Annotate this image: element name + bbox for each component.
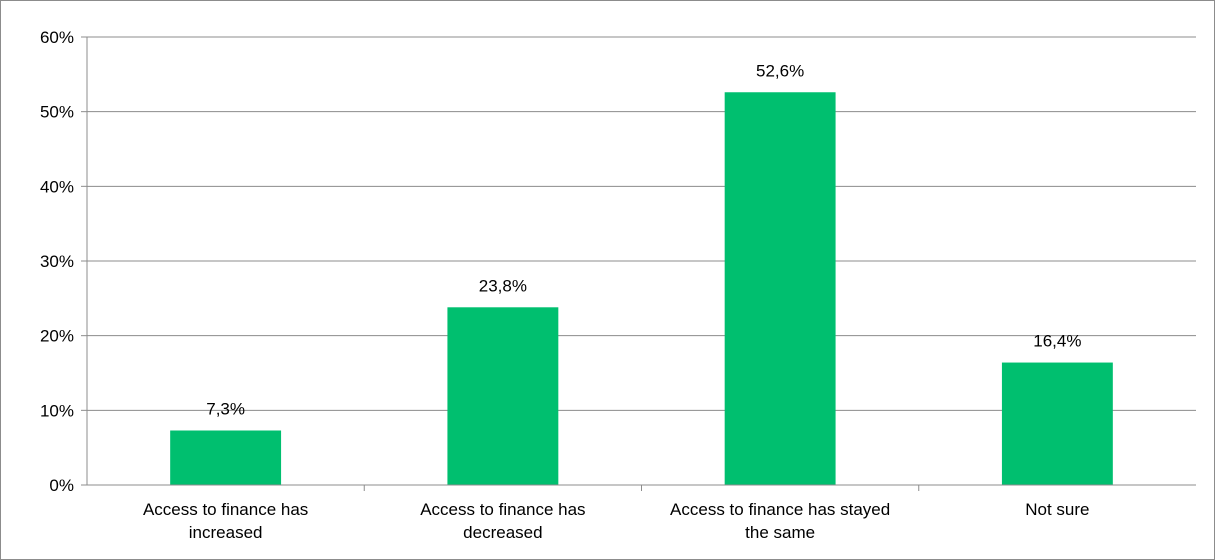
x-category-label: Access to finance has (420, 500, 585, 519)
bars (170, 92, 1113, 486)
y-tick-label: 0% (49, 476, 74, 495)
bar (447, 307, 559, 485)
data-label: 52,6% (756, 61, 804, 80)
gridlines (87, 36, 1196, 411)
y-tick-label: 60% (40, 28, 74, 47)
data-label: 7,3% (206, 399, 245, 418)
bar (170, 430, 282, 485)
x-category-label: decreased (463, 523, 542, 542)
data-label: 23,8% (479, 276, 527, 295)
y-tick-label: 50% (40, 103, 74, 122)
y-tick-label: 40% (40, 177, 74, 196)
y-axis-ticks: 0% 10% 20% 30% 40% 50% 60% (40, 28, 87, 495)
y-tick-label: 10% (40, 401, 74, 420)
x-category-label: Access to finance has (143, 500, 308, 519)
y-tick-label: 30% (40, 252, 74, 271)
bar (724, 92, 836, 486)
x-category-label: the same (745, 523, 815, 542)
data-label: 16,4% (1033, 332, 1081, 351)
bar (1001, 362, 1113, 485)
x-category-label: increased (189, 523, 263, 542)
y-tick-label: 20% (40, 327, 74, 346)
data-labels: 7,3% 23,8% 52,6% 16,4% (206, 61, 1081, 418)
x-category-label: Not sure (1025, 500, 1089, 519)
x-axis: Access to finance has increased Access to … (86, 37, 1196, 542)
x-category-label: Access to finance has stayed (670, 500, 890, 519)
